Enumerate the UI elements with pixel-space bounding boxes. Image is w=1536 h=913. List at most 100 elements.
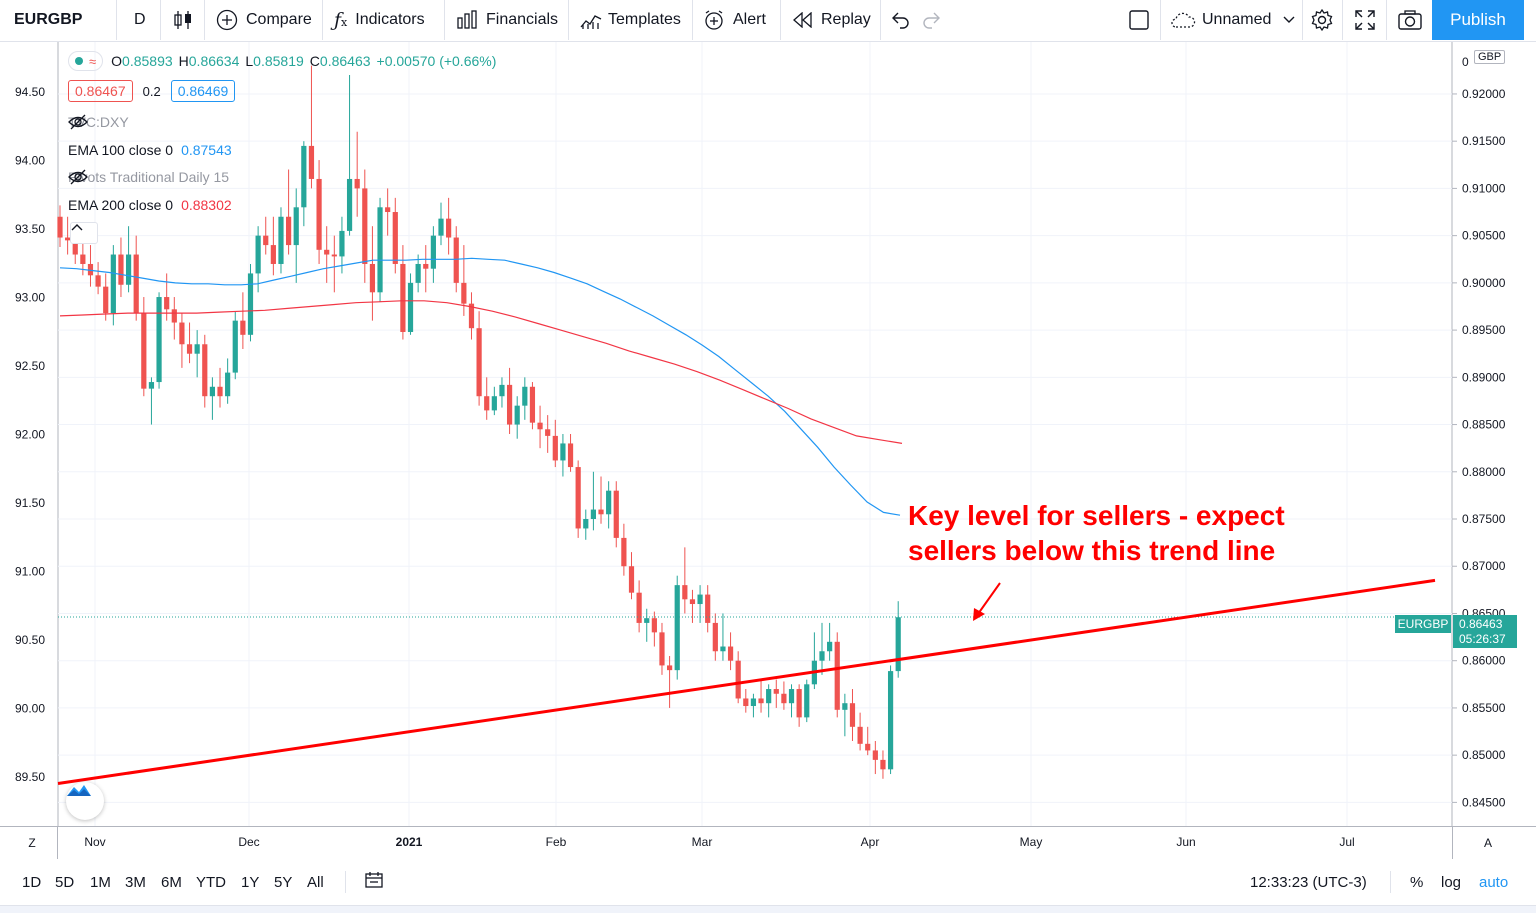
log-toggle[interactable]: log [1441, 862, 1461, 902]
timezone-button[interactable]: 12:33:23 (UTC-3) [1250, 862, 1367, 902]
range-button-5y[interactable]: 5Y [274, 873, 293, 891]
publish-button[interactable]: Publish [1432, 0, 1524, 40]
left-axis-label: 92.00 [15, 428, 45, 442]
range-button-1m[interactable]: 1M [90, 873, 111, 891]
candle-body [887, 671, 894, 770]
candle-body [57, 216, 63, 238]
rewind-icon [793, 12, 813, 28]
tradingview-logo[interactable] [66, 782, 104, 820]
collapse-legend-button[interactable] [70, 222, 98, 244]
z-button[interactable]: Z [22, 833, 42, 853]
indicator-legend-dxy[interactable]: TVC:DXY [68, 114, 139, 130]
layout-name-button[interactable]: Unnamed [1170, 0, 1295, 40]
candle-body [872, 750, 878, 760]
candle-body [758, 698, 764, 704]
annotation-arrow-head [973, 608, 985, 621]
range-button-6m[interactable]: 6M [161, 873, 182, 891]
candle-body [773, 689, 779, 694]
templates-button[interactable]: Templates [580, 0, 681, 40]
candle-body [346, 178, 353, 231]
ohlc-close-value: 0.86463 [319, 53, 371, 69]
currency-badge[interactable]: GBP [1474, 50, 1506, 64]
bar-countdown: 05:26:37 [1459, 632, 1506, 646]
compare-button[interactable]: Compare [216, 0, 312, 40]
candle-body [392, 212, 398, 264]
range-button-all[interactable]: All [307, 873, 324, 891]
indicator-name: Pivots Traditional Daily 15 [68, 169, 230, 185]
candle-body [849, 703, 856, 727]
range-button-3m[interactable]: 3M [125, 873, 146, 891]
candle-body [499, 384, 505, 397]
range-button-1y[interactable]: 1Y [241, 873, 260, 891]
sell-price-button[interactable]: 0.86467 [68, 80, 133, 102]
range-button-5d[interactable]: 5D [55, 873, 75, 891]
chart-area[interactable]: 0.92000 0.91500 0.91000 0.90500 0.90000 0.895… [0, 42, 1536, 826]
divider [1386, 0, 1387, 40]
templates-icon [580, 9, 602, 31]
expand-button[interactable] [1354, 0, 1376, 40]
ohlc-open-label: O [111, 53, 123, 69]
price-chart[interactable]: 0.92000 0.91500 0.91000 0.90500 0.90000 0.895… [0, 42, 1536, 826]
settings-button[interactable] [1310, 0, 1334, 40]
range-button-1d[interactable]: 1D [22, 873, 42, 891]
indicators-button[interactable]: ƒx Indicators [334, 0, 425, 40]
undo-icon [890, 11, 910, 29]
bottom-panel-strip [0, 905, 1536, 913]
snapshot-button[interactable] [1397, 0, 1423, 40]
annotation-text[interactable]: Key level for sellers - expect sellers b… [908, 498, 1285, 568]
candle-body [179, 322, 185, 345]
divider [568, 0, 569, 40]
candle-body [354, 178, 360, 189]
range-button-ytd[interactable]: YTD [196, 873, 226, 891]
candle-body [545, 429, 551, 436]
annotation-arrow-shaft [977, 582, 1001, 615]
candle-body [87, 263, 94, 276]
candle-body [278, 216, 284, 264]
chart-style-button[interactable] [172, 0, 194, 40]
alert-button[interactable]: Alert [703, 0, 766, 40]
candle-body [324, 249, 330, 255]
financials-button[interactable]: Financials [456, 0, 558, 40]
candle-body [301, 145, 307, 208]
auto-scale-button[interactable]: A [1478, 833, 1498, 853]
alert-label: Alert [733, 11, 766, 28]
ohlc-high-value: 0.86634 [188, 53, 240, 69]
candle-body [743, 698, 749, 707]
candle-body [750, 698, 757, 707]
left-axis-label: 94.50 [15, 85, 45, 99]
replay-button[interactable]: Replay [793, 0, 871, 40]
candle-body [560, 443, 566, 461]
candle-body [880, 759, 886, 770]
candle-body [461, 282, 467, 304]
fullscreen-toggle[interactable] [1128, 0, 1150, 40]
candle-body [667, 665, 673, 671]
indicator-name: EMA 100 close 0 [68, 142, 174, 158]
candle-body [857, 726, 863, 744]
indicator-legend-ema100[interactable]: EMA 100 close 0 0.87543 [68, 142, 232, 158]
candle-body [263, 235, 269, 246]
candle-body [255, 235, 261, 274]
price-axis-label: 0.90500 [1462, 229, 1506, 243]
market-status-badge[interactable]: ≈ [68, 51, 104, 71]
time-axis-label: Jul [1339, 835, 1355, 849]
symbol-search-button[interactable]: EURGBP [14, 0, 82, 40]
trendline-layer [57, 578, 1436, 785]
candle-body [720, 646, 726, 652]
indicator-legend-ema200[interactable]: EMA 200 close 0 0.88302 [68, 197, 232, 213]
percent-toggle[interactable]: % [1410, 862, 1423, 902]
undo-button[interactable] [890, 0, 910, 40]
candle-body [148, 382, 155, 389]
candle-body [156, 297, 162, 383]
time-axis[interactable]: Z Nov Dec 2021 Feb Mar Apr May Jun Jul A [0, 826, 1536, 859]
auto-toggle[interactable]: auto [1479, 862, 1508, 902]
price-axis-label: 0.88000 [1462, 465, 1506, 479]
interval-button[interactable]: D [134, 0, 146, 40]
buy-price-button[interactable]: 0.86469 [170, 80, 236, 102]
go-to-date-button[interactable] [364, 862, 384, 902]
interval-label: D [134, 11, 146, 28]
redo-button[interactable] [922, 0, 942, 40]
ema100-line [59, 257, 901, 516]
publish-label: Publish [1450, 10, 1506, 29]
candle-body [125, 254, 132, 285]
indicator-legend-pivots[interactable]: Pivots Traditional Daily 15 [68, 169, 239, 185]
